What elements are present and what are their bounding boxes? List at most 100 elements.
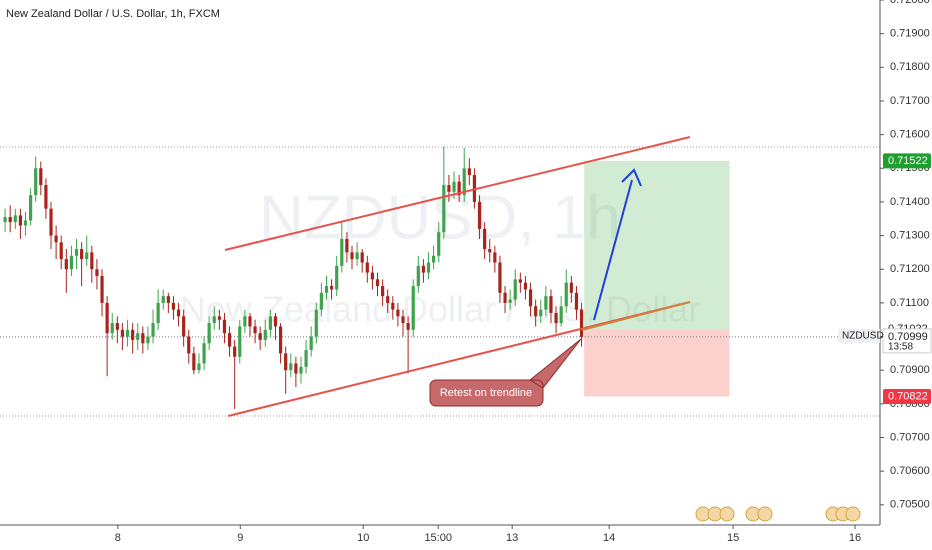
candle-body [401, 316, 405, 324]
candle-body [340, 238, 344, 266]
upper-trendline [224, 136, 691, 251]
symbol-box [838, 328, 880, 343]
x-tick-label: 10 [357, 532, 369, 544]
candle-body [406, 323, 410, 330]
x-tick-label: 13 [506, 532, 518, 544]
event-icon [719, 506, 735, 522]
candle-body [534, 306, 538, 317]
candle-body [386, 296, 390, 303]
candle-body [329, 286, 334, 290]
candle-body [54, 235, 58, 243]
candle-body [23, 220, 28, 226]
candle-body [59, 242, 63, 260]
candle-body [268, 316, 272, 330]
x-tick-label: 9 [237, 532, 243, 544]
candle-body [100, 275, 104, 303]
candle-body [452, 181, 456, 192]
candle-body [544, 296, 548, 310]
candle-body [335, 265, 339, 290]
x-tick-label: 15:00 [424, 532, 452, 544]
stop-price-label-box [883, 388, 931, 404]
candle-body [508, 299, 512, 303]
candle-body [161, 296, 165, 303]
candle-body [483, 228, 487, 250]
candle-body [299, 366, 303, 374]
candle-body [222, 319, 227, 334]
candle-body [375, 279, 380, 287]
candle-body [345, 238, 349, 253]
candle-body [447, 185, 451, 192]
candle-body [284, 353, 288, 371]
candle-body [498, 262, 502, 293]
event-icons [695, 506, 861, 522]
y-tick-label: 0.72000 [890, 0, 930, 6]
y-tick-label: 0.71400 [890, 196, 930, 208]
candle-body [432, 255, 436, 263]
candle-body [8, 217, 12, 223]
stop-price-label: 0.70822 [888, 390, 928, 402]
event-icon [845, 506, 861, 522]
y-tick-label: 0.71600 [890, 129, 930, 141]
candle-body [248, 316, 252, 327]
candle-body [528, 289, 533, 307]
candle-body [69, 255, 74, 270]
candle-body [49, 208, 53, 236]
candle-body [324, 286, 329, 293]
y-tick-label: 0.71900 [890, 28, 930, 40]
candle-body [309, 336, 313, 350]
candle-body [171, 302, 176, 310]
event-icon [757, 506, 773, 522]
candle-body [467, 168, 471, 175]
candle-body [182, 316, 186, 337]
candle-body [39, 168, 43, 186]
candle-body [233, 346, 237, 357]
candle-body [13, 215, 17, 223]
candle-body [488, 249, 492, 253]
candle-body [579, 309, 584, 337]
candle-body [381, 286, 385, 297]
candle-body [273, 316, 278, 327]
candle-body [391, 302, 395, 310]
candle-body [29, 195, 33, 221]
candle-body [131, 329, 135, 340]
y-tick-label: 0.70700 [890, 431, 930, 443]
trendline-extension [581, 301, 691, 331]
x-tick-label: 15 [727, 532, 739, 544]
candle-body [360, 252, 364, 263]
candle-body [457, 181, 461, 196]
y-tick-label: 0.70900 [890, 364, 930, 376]
arrow-head [621, 168, 642, 187]
candle-body [559, 306, 563, 324]
candle-body [554, 312, 558, 324]
candle-body [523, 282, 528, 290]
candle-body [44, 185, 48, 209]
candle-body [227, 333, 232, 347]
target-zone [584, 160, 730, 330]
candle-body [396, 309, 400, 317]
candle-body [141, 333, 145, 344]
x-tick-label: 14 [603, 532, 615, 544]
candle-body [569, 282, 573, 293]
candle-body [258, 333, 262, 340]
stop-zone [584, 329, 730, 397]
watermark: NZDUSD, 1h New Zealand Dollar / U.S. Dol… [180, 183, 700, 329]
candle-body [120, 329, 125, 337]
candle-body [80, 249, 84, 260]
candle-body [187, 336, 191, 354]
candle-body [253, 326, 257, 334]
candle-body [564, 282, 568, 307]
candle-body [243, 316, 247, 327]
candle-body [217, 316, 221, 320]
candle-body [146, 336, 150, 344]
candle-body [95, 269, 99, 276]
candle-body [74, 249, 79, 256]
x-tick-label: 16 [849, 532, 861, 544]
y-tick-label: 0.70500 [890, 499, 930, 511]
candle-body [115, 323, 119, 330]
candle-body [197, 363, 201, 371]
candle-body [350, 252, 354, 260]
annotation-callout [429, 338, 582, 407]
long-position [0, 160, 880, 397]
target-price-label-box [883, 153, 931, 169]
